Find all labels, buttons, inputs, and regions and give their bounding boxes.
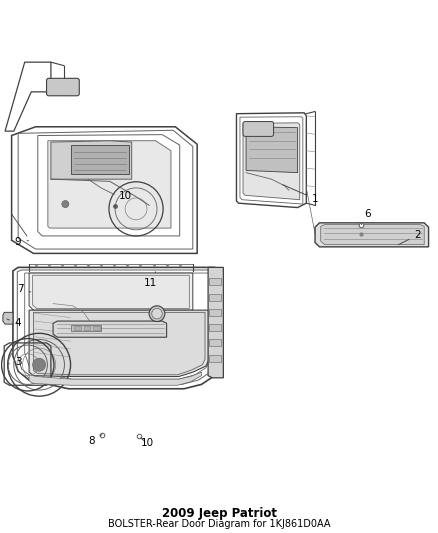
FancyBboxPatch shape: [46, 78, 79, 96]
Polygon shape: [209, 354, 221, 362]
Polygon shape: [71, 325, 101, 331]
Polygon shape: [51, 141, 132, 179]
Polygon shape: [209, 309, 221, 316]
Polygon shape: [29, 310, 208, 376]
Text: 8: 8: [88, 434, 102, 446]
Polygon shape: [243, 123, 300, 200]
Polygon shape: [208, 268, 223, 378]
Text: 2: 2: [398, 230, 421, 245]
Polygon shape: [53, 321, 166, 337]
Circle shape: [62, 200, 69, 207]
Polygon shape: [209, 324, 221, 331]
Polygon shape: [315, 223, 428, 247]
Text: 6: 6: [361, 209, 371, 224]
Polygon shape: [48, 141, 171, 228]
Polygon shape: [246, 127, 297, 173]
Polygon shape: [321, 224, 424, 245]
Text: BOLSTER-Rear Door Diagram for 1KJ861D0AA: BOLSTER-Rear Door Diagram for 1KJ861D0AA: [108, 519, 330, 529]
Polygon shape: [3, 312, 13, 324]
Polygon shape: [71, 145, 130, 174]
Polygon shape: [32, 275, 189, 309]
Circle shape: [152, 309, 162, 319]
Text: 10: 10: [115, 191, 132, 206]
Circle shape: [32, 358, 46, 372]
Text: 10: 10: [141, 438, 154, 448]
Polygon shape: [93, 326, 100, 330]
Polygon shape: [29, 372, 201, 385]
Text: 1: 1: [283, 184, 318, 204]
Polygon shape: [209, 340, 221, 346]
Text: 9: 9: [15, 237, 28, 247]
FancyBboxPatch shape: [243, 122, 274, 136]
Polygon shape: [209, 278, 221, 285]
Text: 3: 3: [8, 357, 21, 367]
Polygon shape: [33, 312, 205, 375]
Polygon shape: [209, 294, 221, 301]
Text: 4: 4: [7, 318, 21, 328]
Text: 11: 11: [143, 272, 157, 288]
Circle shape: [149, 306, 165, 321]
Polygon shape: [84, 326, 90, 330]
Polygon shape: [74, 326, 81, 330]
Text: 2009 Jeep Patriot: 2009 Jeep Patriot: [162, 507, 276, 520]
Text: 7: 7: [17, 284, 31, 294]
Polygon shape: [29, 273, 193, 310]
